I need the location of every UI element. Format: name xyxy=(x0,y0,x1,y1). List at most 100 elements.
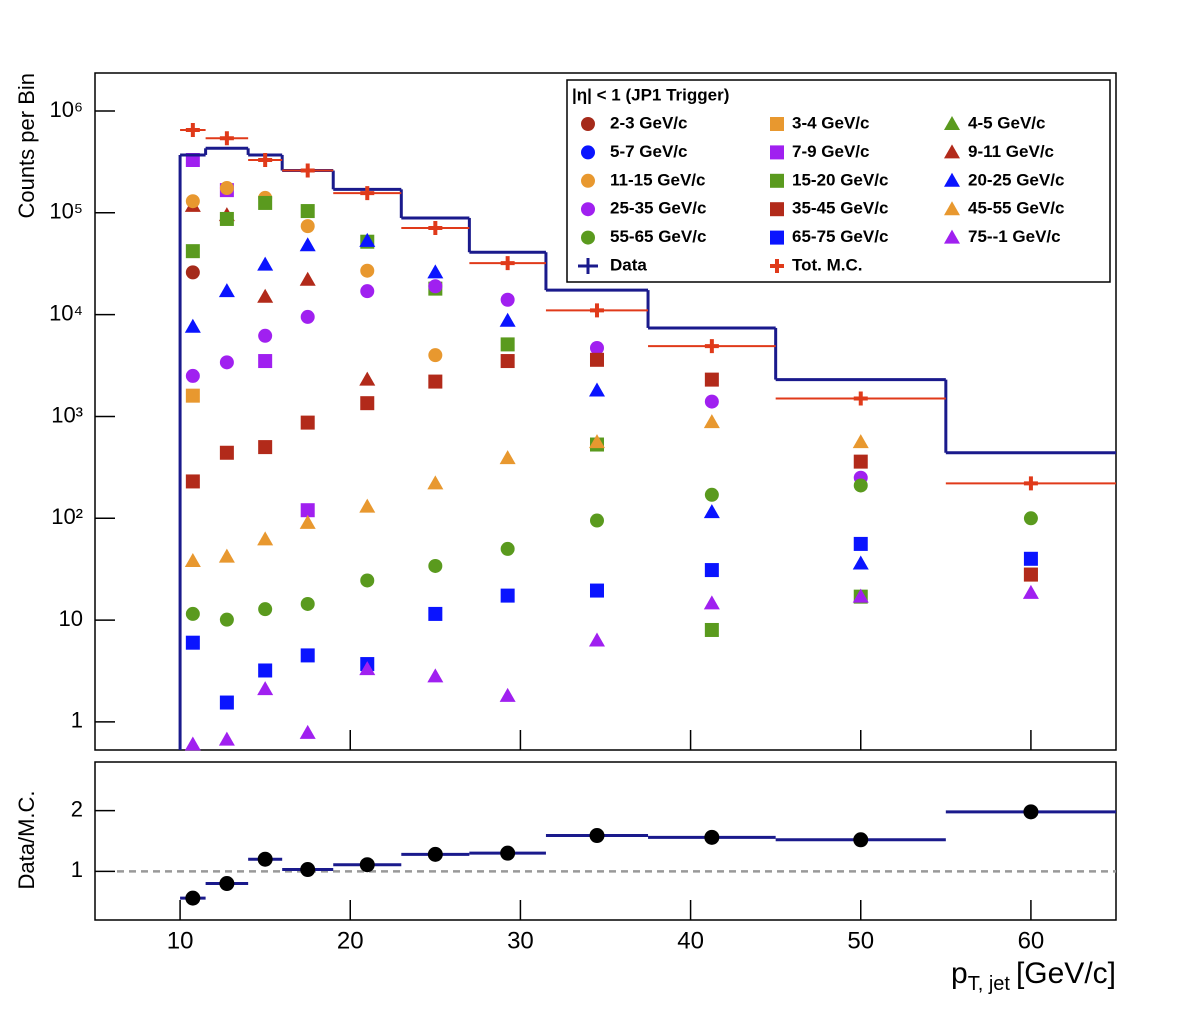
x-tick-label: 60 xyxy=(1018,927,1045,954)
point xyxy=(300,204,315,219)
point xyxy=(300,219,315,234)
point xyxy=(427,264,444,279)
legend-header: |η| < 1 (JP1 Trigger) xyxy=(572,85,729,104)
point xyxy=(219,131,234,146)
ratio-point xyxy=(219,876,235,892)
point xyxy=(1023,511,1038,526)
point xyxy=(588,434,605,449)
ratio-point xyxy=(185,890,201,906)
point xyxy=(258,354,273,369)
point xyxy=(185,152,200,167)
legend-swatch xyxy=(581,173,595,188)
point xyxy=(185,123,200,138)
ratio-point xyxy=(427,846,443,862)
legend-swatch xyxy=(944,201,960,216)
point xyxy=(300,596,315,611)
point xyxy=(359,232,376,247)
point xyxy=(300,648,315,663)
legend-swatch xyxy=(944,116,960,130)
point xyxy=(359,498,376,513)
legend-swatch xyxy=(770,230,784,245)
legend-swatch xyxy=(770,173,784,188)
point xyxy=(257,681,274,696)
point xyxy=(299,514,316,529)
x-tick-label: 20 xyxy=(337,927,364,954)
point xyxy=(219,612,234,627)
point xyxy=(299,724,316,739)
legend-label: 4-5 GeV/c xyxy=(968,113,1046,132)
point xyxy=(589,352,604,367)
legend-label: 45-55 GeV/c xyxy=(968,199,1064,218)
ratio-point xyxy=(589,828,605,844)
point xyxy=(218,283,235,298)
legend-label: 25-35 GeV/c xyxy=(610,199,706,218)
point xyxy=(499,312,516,327)
point xyxy=(185,606,200,621)
point xyxy=(218,548,235,563)
point xyxy=(704,394,719,409)
y-tick-label: 10 xyxy=(59,606,83,631)
point xyxy=(360,396,375,411)
point xyxy=(589,583,604,598)
legend-swatch xyxy=(581,117,595,131)
x-title-main: p xyxy=(951,957,968,990)
point xyxy=(500,541,515,556)
point xyxy=(852,434,869,449)
point xyxy=(703,504,720,519)
ratio-point xyxy=(300,862,316,878)
point xyxy=(219,445,234,460)
ratio-point xyxy=(853,832,869,848)
y-tick-label: 1 xyxy=(71,708,83,733)
point xyxy=(185,474,200,489)
ratio-axis-title: Data/M.C. xyxy=(14,790,39,889)
point xyxy=(258,152,273,167)
point xyxy=(428,348,443,363)
point xyxy=(184,318,201,333)
ratio-point xyxy=(257,851,273,867)
point xyxy=(218,731,235,746)
point xyxy=(589,513,604,528)
point xyxy=(257,288,274,303)
y-tick-label: 2 xyxy=(71,796,83,821)
point xyxy=(258,195,273,210)
x-tick-label: 30 xyxy=(507,927,534,954)
legend-swatch xyxy=(581,145,595,160)
legend-label: 9-11 GeV/c xyxy=(968,142,1054,161)
point xyxy=(258,328,273,343)
point xyxy=(853,454,868,469)
point xyxy=(359,661,376,676)
point xyxy=(300,163,315,178)
point xyxy=(500,292,515,307)
x-tick-label: 10 xyxy=(167,927,194,954)
point xyxy=(360,284,375,299)
legend-swatch xyxy=(770,202,784,217)
y-tick-label: 1 xyxy=(71,857,83,882)
legend-swatch xyxy=(770,145,784,160)
x-tick-label: 40 xyxy=(677,927,704,954)
legend-swatch xyxy=(944,229,960,244)
point xyxy=(704,372,719,387)
y-tick-label: 10⁴ xyxy=(49,300,83,325)
point xyxy=(185,194,200,209)
point xyxy=(588,632,605,647)
legend-label: 7-9 GeV/c xyxy=(792,142,870,161)
legend-swatch xyxy=(770,117,784,131)
point xyxy=(258,663,273,678)
legend-label: 55-65 GeV/c xyxy=(610,227,706,246)
point xyxy=(853,536,868,551)
point xyxy=(300,503,315,518)
legend-label: Tot. M.C. xyxy=(792,255,863,274)
point xyxy=(853,391,868,406)
point xyxy=(257,256,274,271)
ratio-point xyxy=(359,857,375,873)
legend-swatch xyxy=(944,172,960,187)
point xyxy=(360,263,375,278)
point xyxy=(500,354,515,369)
point xyxy=(500,337,515,352)
point xyxy=(428,279,443,294)
point xyxy=(185,388,200,403)
point xyxy=(428,558,443,573)
point xyxy=(299,271,316,286)
point xyxy=(219,355,234,370)
point xyxy=(360,186,375,201)
